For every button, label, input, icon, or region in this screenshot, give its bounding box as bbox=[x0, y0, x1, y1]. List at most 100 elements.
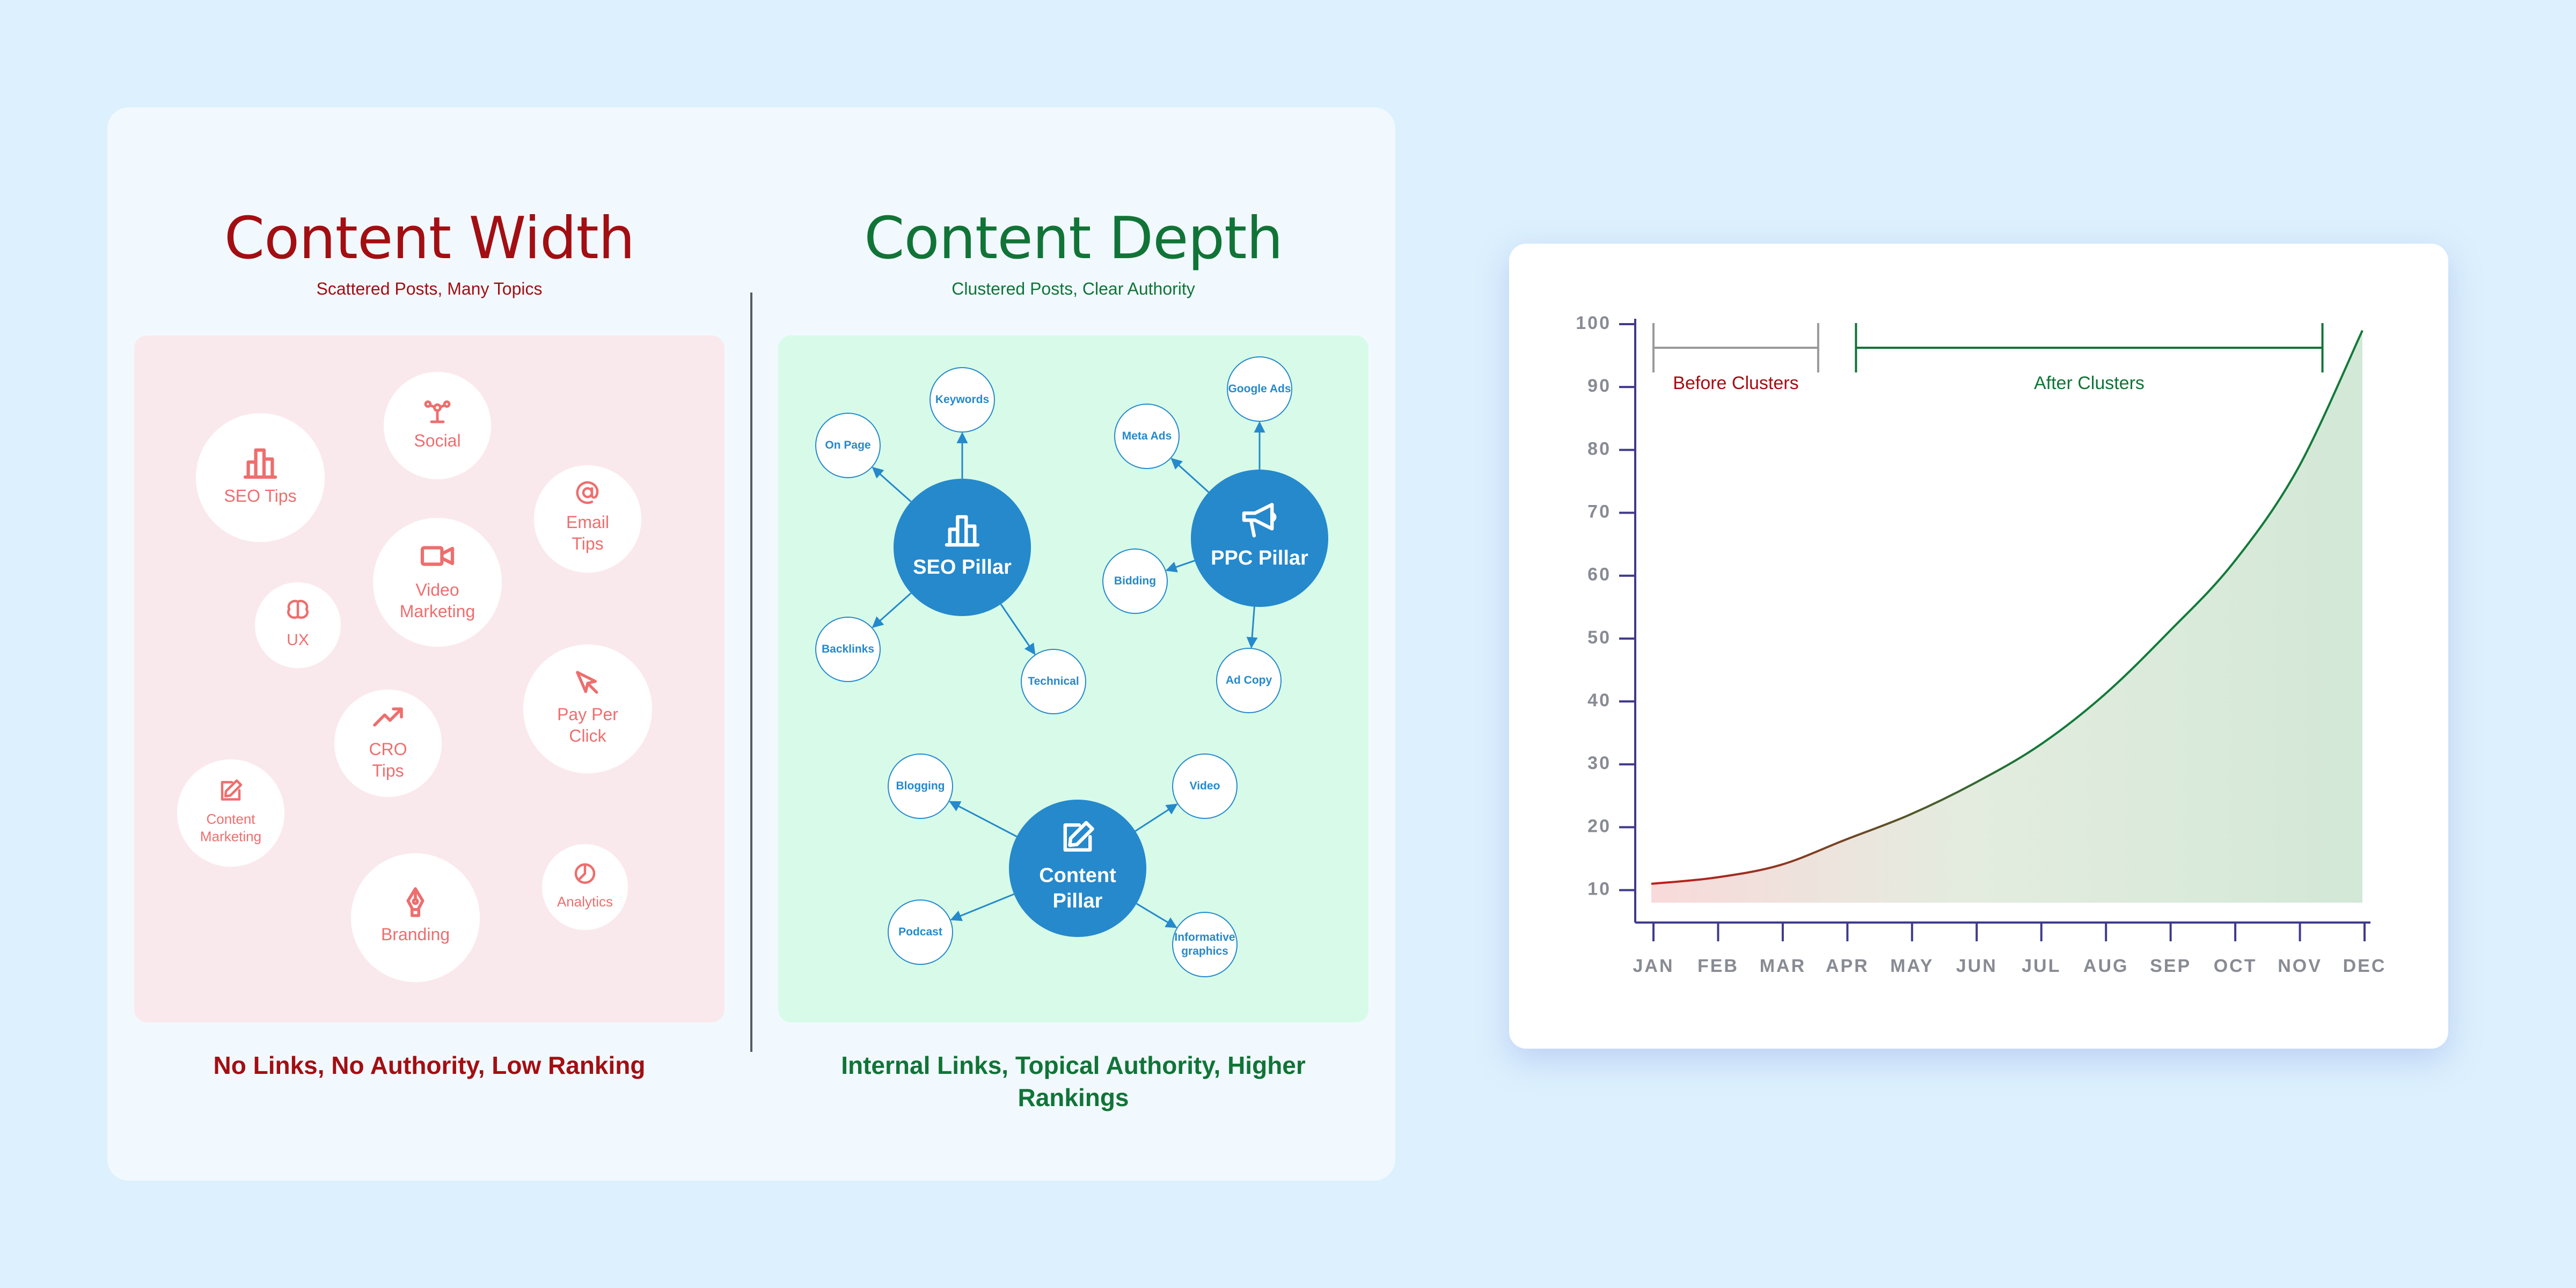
topic-label: Social bbox=[414, 431, 460, 450]
topic-label: Pay Per Click bbox=[557, 705, 618, 745]
topic-label: Video Marketing bbox=[400, 580, 475, 621]
content-comparison-panel: Content Width Scattered Posts, Many Topi… bbox=[107, 107, 1395, 1181]
clustered-topics-card: Keywords On Page Backlinks Technical SEO Pil… bbox=[778, 335, 1368, 1022]
edit-icon bbox=[221, 779, 243, 801]
pillar-node: Content Pillar bbox=[1009, 800, 1146, 937]
cluster-topic-label: Ad Copy bbox=[1226, 674, 1272, 686]
topic-bubble: Email Tips bbox=[534, 465, 641, 573]
y-tick-label: 60 bbox=[1587, 565, 1611, 585]
divider bbox=[750, 292, 752, 1052]
brain-icon bbox=[287, 599, 309, 619]
cursor-icon bbox=[576, 671, 598, 694]
y-tick-label: 100 bbox=[1576, 313, 1611, 333]
x-tick-label: MAY bbox=[1890, 956, 1934, 976]
topic-bubble: SEO Tips bbox=[196, 413, 325, 542]
x-tick-label: JUN bbox=[1956, 956, 1997, 976]
content-width-subtitle: Scattered Posts, Many Topics bbox=[316, 279, 543, 298]
pillar-label: SEO Pillar bbox=[913, 556, 1012, 579]
topic-label: SEO Tips bbox=[224, 486, 296, 506]
link-arrow bbox=[1246, 606, 1258, 649]
edit-icon bbox=[1063, 821, 1094, 852]
topic-label: Content Marketing bbox=[200, 811, 261, 845]
annotation-label: Before Clusters bbox=[1673, 373, 1798, 393]
pillar-node: SEO Pillar bbox=[894, 479, 1031, 616]
cluster-topic-label: Google Ads bbox=[1228, 383, 1291, 395]
x-tick-label: SEP bbox=[2150, 956, 2191, 976]
topic-label: Branding bbox=[381, 925, 450, 944]
y-tick-label: 70 bbox=[1587, 502, 1611, 522]
cluster-topic: Backlinks bbox=[815, 617, 881, 682]
growth-chart-card: 10 20 30 40 50 60 70 80 90 100 JAN FEB MAR APR MAY JUN J… bbox=[1509, 244, 2448, 1049]
link-arrow bbox=[1165, 560, 1195, 573]
cluster-topic: Google Ads bbox=[1227, 356, 1292, 422]
y-tick-label: 90 bbox=[1587, 376, 1611, 396]
content-depth-subtitle: Clustered Posts, Clear Authority bbox=[952, 279, 1195, 298]
y-tick-label: 40 bbox=[1587, 690, 1611, 711]
scattered-topics-diagram: SEO Tips Social Email Tips Video Marketing UX P… bbox=[177, 372, 652, 982]
bar-chart-icon bbox=[945, 515, 980, 547]
topic-label: Analytics bbox=[557, 894, 613, 910]
pie-chart-icon bbox=[574, 863, 596, 884]
cluster-topic-label: On Page bbox=[825, 439, 870, 451]
pillar-cluster: Keywords On Page Backlinks Technical SEO Pil… bbox=[815, 367, 1086, 714]
cluster-topic: Blogging bbox=[888, 753, 953, 819]
pillar-cluster: Blogging Video Podcast Informative graphics C… bbox=[888, 753, 1238, 977]
topic-bubble: Branding bbox=[351, 853, 480, 982]
pillar-cluster: Google Ads Meta Ads Bidding Ad Copy PPC Pill… bbox=[1102, 356, 1328, 713]
pillar-label: Content Pillar bbox=[1039, 864, 1116, 912]
growth-area bbox=[1651, 330, 2362, 903]
cluster-topic-label: Meta Ads bbox=[1122, 430, 1172, 442]
cluster-topic: Bidding bbox=[1102, 548, 1168, 614]
topic-bubble: UX bbox=[255, 582, 341, 668]
cluster-topic-label: Blogging bbox=[896, 780, 945, 792]
cluster-topic: Ad Copy bbox=[1216, 648, 1282, 713]
growth-chart: 10 20 30 40 50 60 70 80 90 100 JAN FEB MAR APR MAY JUN J… bbox=[1576, 313, 2387, 976]
topic-bubble: Content Marketing bbox=[177, 759, 284, 867]
cluster-topic-label: Video bbox=[1190, 780, 1220, 792]
link-arrow bbox=[950, 893, 1014, 921]
at-icon bbox=[576, 481, 599, 504]
y-tick-label: 80 bbox=[1587, 438, 1611, 459]
cluster-topic: Video bbox=[1172, 753, 1238, 819]
x-tick-label: APR bbox=[1826, 956, 1869, 976]
annotation-bracket bbox=[1855, 323, 2324, 372]
x-tick-label: JAN bbox=[1633, 956, 1674, 976]
x-tick-label: MAR bbox=[1760, 956, 1806, 976]
cluster-topic: On Page bbox=[815, 413, 881, 478]
x-tick-label: JUL bbox=[2022, 956, 2061, 976]
link-arrow bbox=[1170, 458, 1210, 493]
cluster-topic-label: Informative graphics bbox=[1174, 931, 1235, 957]
cluster-topic: Meta Ads bbox=[1114, 404, 1180, 469]
link-arrow bbox=[872, 592, 912, 628]
pen-nib-icon bbox=[406, 887, 425, 917]
annotation-bracket bbox=[1652, 323, 1819, 372]
link-arrow bbox=[949, 801, 1018, 838]
x-tick-label: NOV bbox=[2278, 956, 2322, 976]
x-tick-label: AUG bbox=[2083, 956, 2129, 976]
x-tick-label: DEC bbox=[2343, 956, 2387, 976]
y-tick-label: 20 bbox=[1587, 816, 1611, 836]
topic-bubble: CRO Tips bbox=[334, 690, 442, 797]
topic-bubble: Video Marketing bbox=[373, 518, 502, 647]
link-arrow bbox=[1136, 903, 1177, 928]
video-camera-icon bbox=[420, 546, 455, 566]
annotation-label: After Clusters bbox=[2034, 373, 2145, 393]
cluster-topic-label: Podcast bbox=[898, 926, 942, 938]
cluster-topic: Informative graphics bbox=[1172, 912, 1238, 977]
growth-line bbox=[1651, 330, 2363, 885]
y-tick-label: 10 bbox=[1587, 879, 1611, 899]
topic-bubble: Social bbox=[384, 372, 491, 479]
y-tick-label: 50 bbox=[1587, 627, 1611, 648]
pillar-label: PPC Pillar bbox=[1211, 547, 1308, 569]
content-depth-title: Content Depth bbox=[864, 205, 1283, 272]
content-depth-footer: Internal Links, Topical Authority, Highe… bbox=[841, 1051, 1306, 1111]
topic-label: Email Tips bbox=[566, 513, 609, 553]
cluster-topic-label: Technical bbox=[1028, 675, 1079, 687]
scattered-topics-card: SEO Tips Social Email Tips Video Marketing UX P… bbox=[134, 335, 724, 1022]
topic-label: UX bbox=[287, 631, 309, 649]
link-arrow bbox=[1135, 803, 1178, 832]
network-icon bbox=[424, 400, 451, 423]
topic-bubble: Pay Per Click bbox=[523, 645, 652, 773]
topic-label: CRO Tips bbox=[369, 740, 407, 780]
cluster-topic-label: Backlinks bbox=[822, 643, 874, 655]
